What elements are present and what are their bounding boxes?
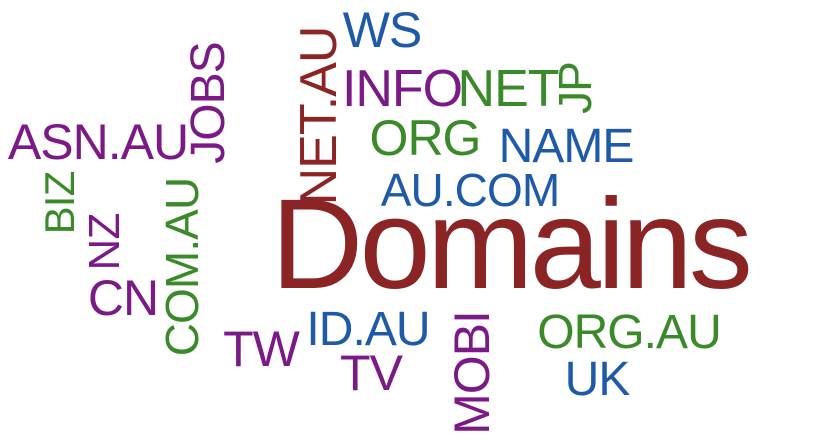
word-org: ORG xyxy=(369,110,482,166)
word-info: INFO xyxy=(341,60,463,118)
word-net-au: NET.AU xyxy=(290,26,348,206)
word-domains: Domains xyxy=(270,173,753,316)
word-org-au: ORG.AU xyxy=(537,306,722,359)
word-tv: TV xyxy=(340,345,403,401)
word-com-au: COM.AU xyxy=(156,177,208,357)
word-asn-au: ASN.AU xyxy=(7,114,189,170)
word-net: NET xyxy=(457,60,560,118)
word-tw: TW xyxy=(223,321,300,377)
word-nz: NZ xyxy=(80,213,129,271)
word-jp: JP xyxy=(549,62,601,114)
word-mobi: MOBI xyxy=(444,311,500,435)
word-au-com: AU.COM xyxy=(380,164,560,216)
word-cn: CN xyxy=(87,270,159,326)
word-name: NAME xyxy=(498,120,635,173)
word-ws: WS xyxy=(342,2,423,58)
word-uk: UK xyxy=(564,353,631,406)
word-id-au: ID.AU xyxy=(306,303,430,356)
word-biz: BIZ xyxy=(36,171,83,235)
word-jobs: JOBS xyxy=(182,42,235,164)
